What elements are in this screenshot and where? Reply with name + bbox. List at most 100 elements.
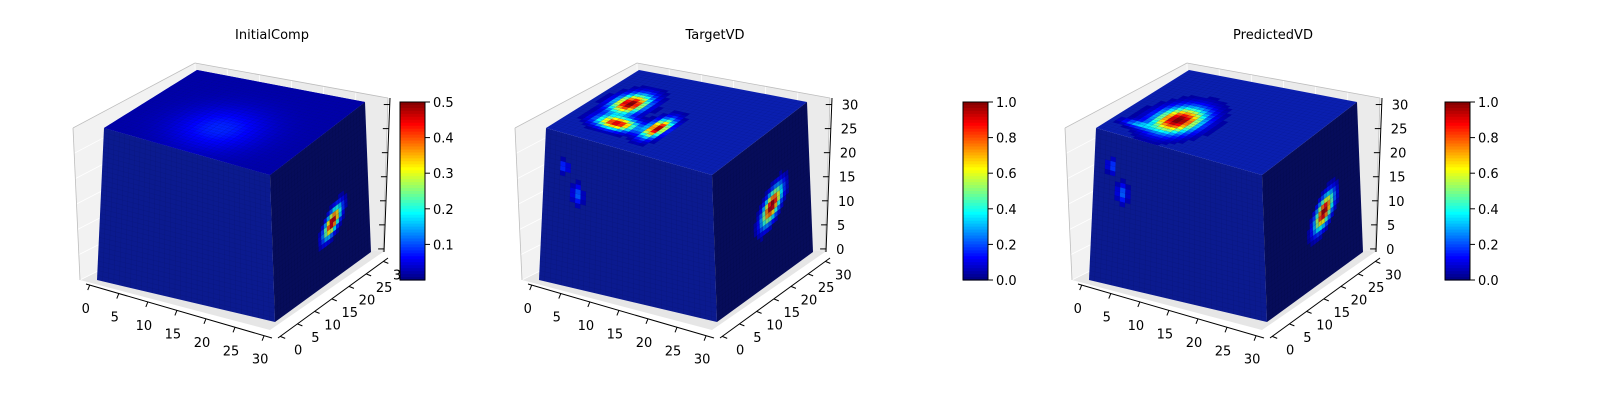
top-voxel: [259, 128, 268, 132]
side-voxel: [1317, 196, 1321, 204]
colorbar-segment: [963, 211, 988, 216]
top-voxel: [609, 132, 618, 137]
voxel-gridline: [628, 85, 724, 152]
top-voxel: [160, 104, 169, 108]
top-voxel: [1152, 123, 1161, 127]
top-voxel: [1172, 139, 1181, 143]
top-voxel: [309, 111, 318, 115]
colorbar-segment: [963, 226, 988, 231]
top-voxel: [237, 90, 246, 94]
top-voxel: [134, 121, 143, 125]
x-tick: [1224, 327, 1228, 333]
top-voxel: [182, 123, 191, 127]
top-voxel: [148, 117, 157, 121]
colorbar-tick-label: 1.0: [1478, 96, 1499, 111]
side-voxel: [765, 212, 769, 220]
top-voxel: [277, 115, 286, 119]
top-voxel: [314, 118, 323, 122]
voxel-gridline: [197, 87, 292, 155]
front-voxel: [560, 165, 566, 172]
side-voxel: [1319, 229, 1323, 237]
top-voxel: [632, 103, 641, 107]
top-voxel: [282, 136, 291, 141]
top-voxel: [331, 110, 340, 114]
top-voxel: [191, 136, 200, 140]
voxel-gridline: [273, 204, 370, 277]
top-voxel: [322, 97, 331, 101]
voxel-gridline: [715, 214, 812, 286]
top-voxel: [287, 143, 296, 148]
colorbar-tick-label: 0.5: [433, 96, 454, 111]
top-voxel: [321, 128, 330, 132]
y-tick: [1357, 273, 1364, 277]
top-voxel: [251, 104, 260, 108]
top-voxel: [619, 121, 628, 126]
top-voxel: [295, 137, 305, 141]
x-tick-label: 25: [665, 344, 682, 359]
top-voxel: [631, 108, 640, 113]
top-voxel: [1156, 140, 1165, 144]
top-voxel: [1173, 109, 1182, 113]
top-voxel: [202, 153, 211, 158]
side-voxel: [1327, 218, 1331, 225]
top-voxel: [260, 163, 269, 168]
top-voxel: [203, 81, 212, 85]
top-voxel: [594, 128, 603, 132]
top-voxel: [614, 92, 623, 96]
top-voxel: [1141, 125, 1150, 129]
top-voxel: [215, 74, 224, 77]
top-voxel: [627, 140, 636, 144]
voxel-gridline: [544, 165, 714, 212]
side-voxel: [782, 180, 786, 188]
voxel-gridline: [343, 117, 351, 268]
colorbar-tick-label: 0.4: [996, 203, 1017, 218]
top-voxel: [238, 104, 247, 108]
top-voxel: [294, 127, 303, 132]
top-voxel: [191, 112, 200, 116]
y-tick: [383, 260, 389, 264]
side-voxel: [338, 211, 342, 218]
top-voxel: [1174, 117, 1183, 122]
top-voxel: [138, 127, 147, 132]
top-voxel: [241, 79, 250, 82]
top-voxel: [201, 78, 210, 82]
top-voxel: [240, 152, 249, 156]
top-voxel: [591, 107, 600, 111]
side-voxel: [332, 210, 336, 218]
top-voxel: [659, 99, 668, 103]
side-voxel: [1336, 197, 1340, 205]
top-voxel: [251, 81, 260, 84]
side-voxel: [1333, 199, 1337, 207]
top-voxel: [324, 125, 333, 130]
y-axis-line: [277, 257, 389, 339]
top-voxel: [286, 123, 296, 127]
side-voxel: [756, 219, 760, 227]
top-voxel: [220, 141, 229, 145]
top-voxel: [1170, 106, 1179, 110]
top-voxel: [632, 122, 641, 126]
voxel-gridline: [141, 139, 146, 291]
top-voxel: [306, 113, 316, 117]
top-voxel: [293, 113, 302, 117]
top-voxel: [286, 109, 295, 113]
voxel-gridline: [713, 143, 809, 217]
voxel-gridline: [130, 111, 297, 155]
top-voxel: [192, 145, 201, 149]
top-voxel: [166, 124, 175, 128]
top-voxel: [648, 126, 657, 130]
top-voxel: [198, 146, 207, 151]
top-voxel: [239, 93, 248, 97]
top-voxel: [1176, 126, 1185, 130]
top-voxel: [188, 73, 197, 77]
top-voxel: [681, 112, 690, 116]
colorbar-segment: [963, 125, 988, 130]
side-voxel: [1321, 199, 1325, 206]
front-voxel: [1105, 159, 1111, 166]
top-voxel: [1206, 120, 1215, 124]
top-voxel: [211, 85, 220, 89]
top-voxel: [182, 77, 191, 81]
top-voxel: [283, 131, 292, 135]
colorbar-segment: [400, 241, 425, 245]
voxel-gridline: [308, 145, 315, 294]
top-voxel: [246, 148, 255, 152]
